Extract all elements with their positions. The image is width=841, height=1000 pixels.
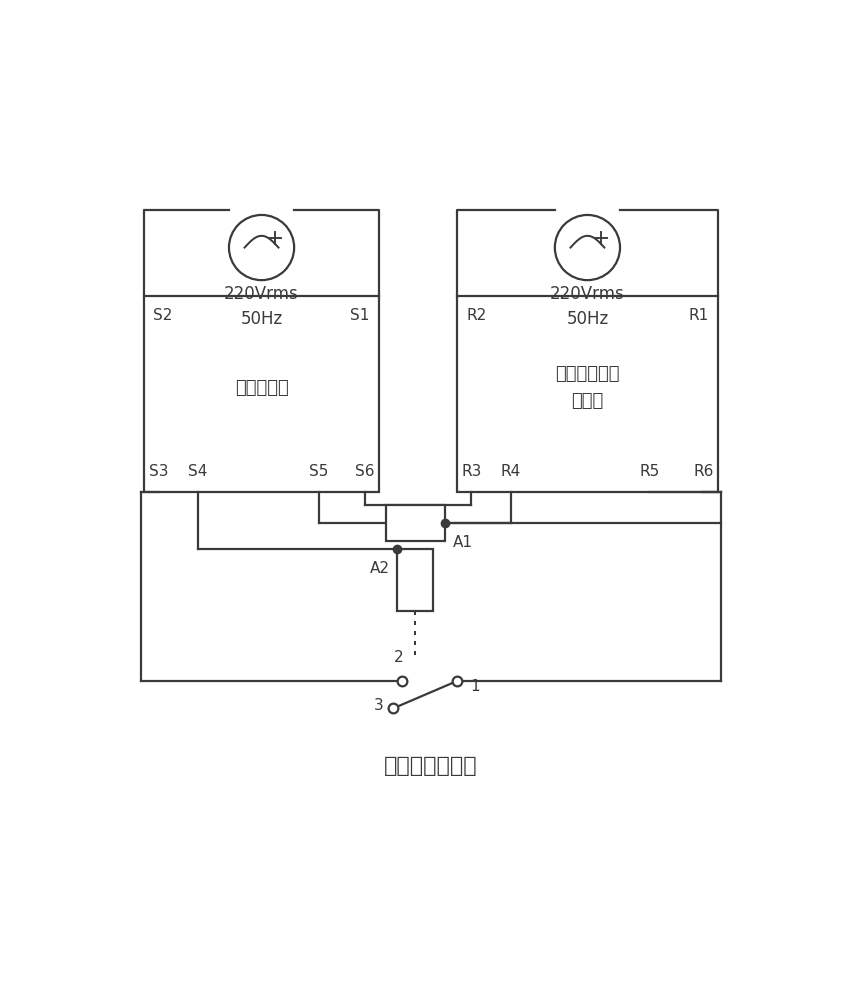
Text: R5: R5 [639,464,659,479]
Text: 示波记录仪: 示波记录仪 [235,379,288,397]
Text: 220Vrms
50Hz: 220Vrms 50Hz [225,285,299,328]
Text: S5: S5 [309,464,329,479]
Text: 3: 3 [373,698,383,713]
Text: A1: A1 [452,535,473,550]
Bar [386,505,445,541]
Text: S4: S4 [188,464,208,479]
Text: A2: A2 [370,561,389,576]
Bar [144,296,378,492]
Text: S1: S1 [351,308,370,323]
Bar [398,549,433,611]
Text: S3: S3 [149,464,168,479]
Text: S2: S2 [153,308,172,323]
Text: 微机继电保护
测试仪: 微机继电保护 测试仪 [555,365,620,410]
Text: 2: 2 [394,650,403,665]
Text: R2: R2 [466,308,486,323]
Text: R6: R6 [693,464,714,479]
Bar [458,296,717,492]
Text: 220Vrms
50Hz: 220Vrms 50Hz [550,285,625,328]
Text: 快速跳闸继电器: 快速跳闸继电器 [384,756,478,776]
Text: R4: R4 [500,464,521,479]
Text: R1: R1 [689,308,709,323]
Text: R3: R3 [461,464,482,479]
Text: S6: S6 [355,464,374,479]
Text: 1: 1 [470,679,479,694]
